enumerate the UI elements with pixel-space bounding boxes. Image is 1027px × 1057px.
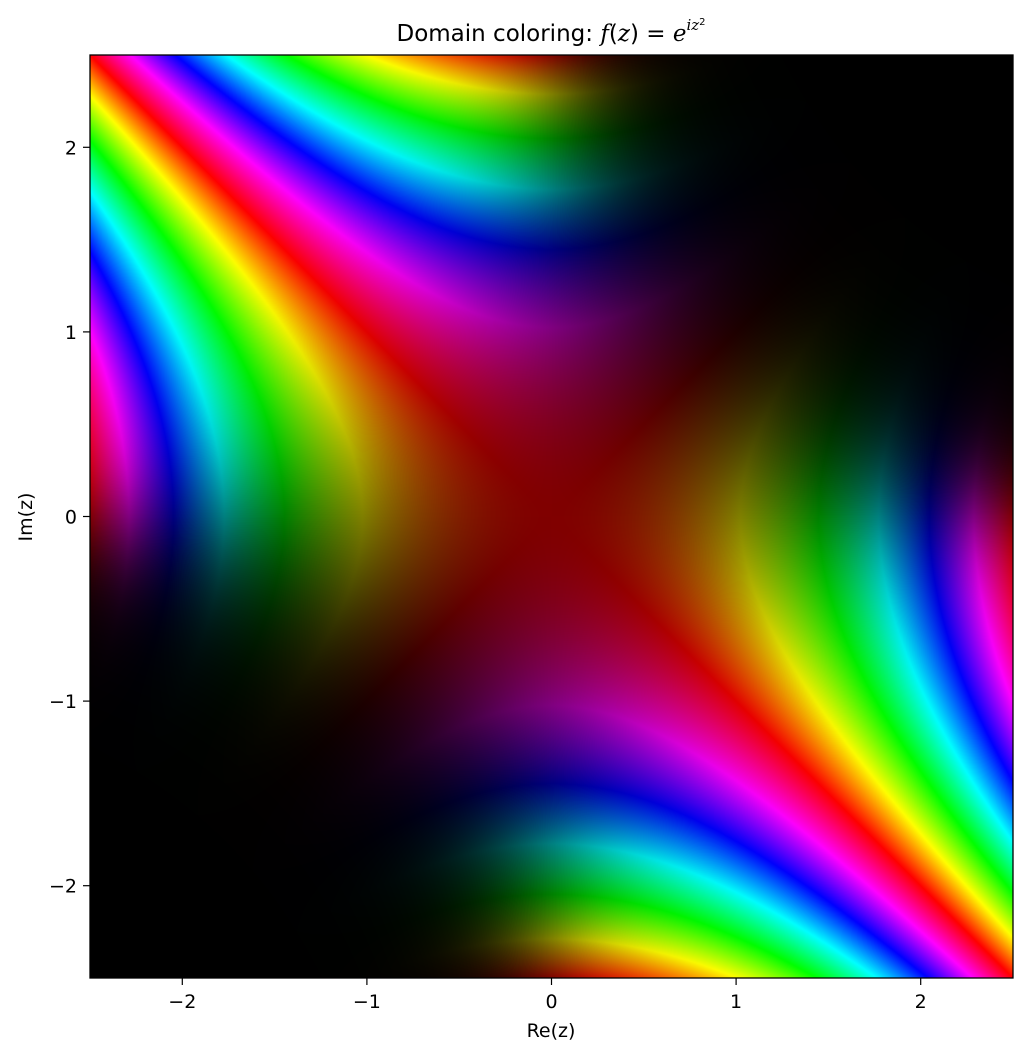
x-tick-label: −1	[353, 991, 381, 1013]
y-axis-ticks: −2 −1 0 1 2	[49, 137, 90, 898]
x-tick-label: −2	[168, 991, 196, 1013]
y-tick-label: −2	[49, 876, 77, 898]
domain-coloring-heatmap	[90, 55, 1013, 978]
y-tick-label: 2	[65, 137, 77, 159]
y-tick-label: 1	[65, 322, 77, 344]
chart-title: Domain coloring: f(z) = eiz2	[396, 16, 705, 47]
y-tick-label: 0	[65, 507, 77, 529]
x-tick-label: 0	[545, 991, 557, 1013]
x-tick-label: 2	[915, 991, 927, 1013]
x-tick-label: 1	[730, 991, 742, 1013]
y-axis-label: Im(z)	[15, 493, 37, 542]
x-axis-label: Re(z)	[527, 1020, 576, 1042]
y-tick-label: −1	[49, 691, 77, 713]
x-axis-ticks: −2 −1 0 1 2	[168, 978, 927, 1013]
